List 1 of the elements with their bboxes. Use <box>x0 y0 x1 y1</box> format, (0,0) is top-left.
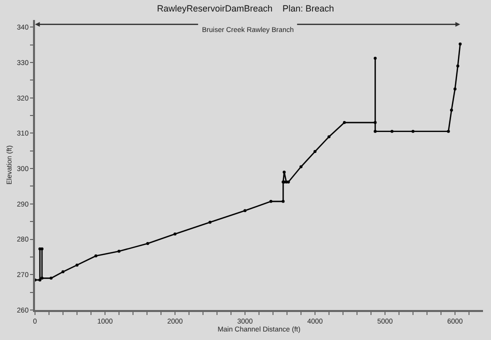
chart-title: RawleyReservoirDamBreach Plan: Breach <box>156 3 334 14</box>
